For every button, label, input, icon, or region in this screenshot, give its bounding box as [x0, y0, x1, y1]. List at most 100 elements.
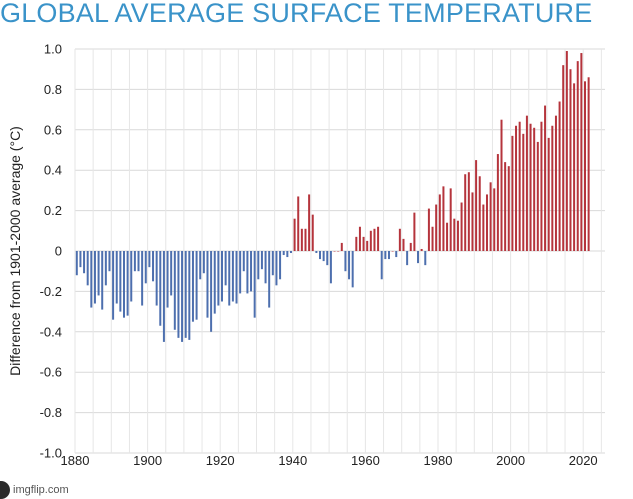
bar-1918 — [213, 251, 216, 314]
x-axis-ticks: 1880 1900 1920 1940 1960 1980 2000 2020 — [61, 453, 598, 468]
bar-1883 — [86, 251, 89, 286]
bar-1978 — [431, 226, 434, 251]
bar-2017 — [573, 83, 576, 251]
bar-1949 — [326, 251, 329, 266]
bar-2000 — [511, 135, 514, 251]
bar-1969 — [398, 228, 401, 251]
bar-1991 — [478, 176, 481, 251]
x-tick-label: 1880 — [61, 453, 90, 468]
bar-1964 — [380, 251, 383, 280]
bar-1953 — [340, 242, 343, 251]
bar-1945 — [311, 214, 314, 251]
bar-1934 — [271, 251, 274, 276]
bar-2001 — [515, 125, 518, 251]
bar-1884 — [90, 251, 93, 308]
bar-2010 — [547, 137, 550, 251]
bar-2018 — [576, 61, 579, 252]
bar-1988 — [467, 172, 470, 251]
bar-2012 — [554, 115, 557, 251]
bar-1915 — [202, 251, 205, 274]
bar-1962 — [373, 228, 376, 251]
bar-1963 — [377, 226, 380, 251]
bar-1938 — [286, 251, 289, 258]
bar-2021 — [587, 77, 590, 251]
bar-2004 — [525, 115, 528, 251]
bar-1993 — [485, 194, 488, 251]
bar-1904 — [162, 251, 165, 342]
bar-1986 — [460, 202, 463, 251]
bar-1965 — [384, 251, 387, 260]
bar-1911 — [188, 251, 191, 340]
bar-1922 — [228, 251, 231, 306]
bar-1899 — [144, 251, 147, 284]
bar-1893 — [122, 251, 125, 318]
bar-1961 — [369, 230, 372, 251]
bar-1937 — [282, 251, 285, 256]
bar-1891 — [115, 251, 118, 304]
bar-1881 — [79, 251, 82, 268]
bar-1894 — [126, 251, 129, 316]
bar-1935 — [275, 251, 278, 286]
bar-1902 — [155, 251, 158, 306]
chart-title: GLOBAL AVERAGE SURFACE TEMPERATURE — [0, 0, 593, 28]
bar-1990 — [475, 160, 478, 251]
bar-1928 — [250, 251, 253, 292]
bar-1946 — [315, 251, 318, 254]
bar-1940 — [293, 218, 296, 251]
y-tick-label: -0.8 — [40, 405, 62, 420]
bar-1912 — [191, 251, 194, 322]
y-tick-label: -0.6 — [40, 365, 62, 380]
x-tick-label: 2020 — [569, 453, 598, 468]
bar-1924 — [235, 251, 238, 304]
bar-1927 — [246, 251, 249, 294]
imgflip-logo-icon — [0, 481, 10, 499]
bar-2005 — [529, 123, 532, 251]
bar-1890 — [112, 251, 115, 320]
bar-1995 — [493, 188, 496, 251]
bar-2013 — [558, 101, 561, 252]
bar-1926 — [242, 251, 245, 272]
bar-1987 — [464, 174, 467, 251]
bar-1973 — [413, 212, 416, 251]
bar-1925 — [239, 251, 242, 294]
bar-1910 — [184, 251, 187, 338]
bar-1984 — [453, 218, 456, 251]
bar-1885 — [93, 251, 96, 304]
bar-1997 — [500, 119, 503, 251]
grid-lines — [74, 48, 605, 454]
x-tick-label: 1920 — [206, 453, 235, 468]
bar-1955 — [348, 251, 351, 280]
bar-1998 — [504, 162, 507, 251]
bar-1983 — [449, 188, 452, 251]
bar-1941 — [297, 196, 300, 251]
bar-1930 — [257, 251, 260, 280]
bar-1932 — [264, 251, 267, 284]
bar-1977 — [427, 208, 430, 251]
x-tick-label: 1960 — [351, 453, 380, 468]
bar-1992 — [482, 204, 485, 251]
bar-2020 — [584, 81, 586, 251]
bar-1898 — [141, 251, 144, 306]
bar-1960 — [366, 240, 369, 251]
bar-1996 — [496, 154, 499, 251]
bar-1958 — [358, 226, 361, 251]
x-tick-label: 1940 — [278, 453, 307, 468]
bar-1968 — [395, 251, 398, 258]
bar-1887 — [101, 251, 104, 310]
bar-1944 — [308, 194, 311, 251]
bar-1943 — [304, 228, 307, 251]
bar-1981 — [442, 186, 445, 251]
y-tick-label: 0 — [55, 244, 62, 259]
bar-1882 — [83, 251, 86, 274]
bar-1994 — [489, 182, 492, 251]
bar-1896 — [133, 251, 136, 272]
x-tick-label: 2000 — [496, 453, 525, 468]
bar-1950 — [329, 251, 332, 284]
bar-1916 — [206, 251, 209, 318]
bar-1907 — [173, 251, 176, 330]
bar-1921 — [224, 251, 227, 286]
bar-1892 — [119, 251, 122, 312]
y-tick-label: 0.2 — [44, 203, 62, 218]
y-tick-label: 0.8 — [44, 82, 62, 97]
